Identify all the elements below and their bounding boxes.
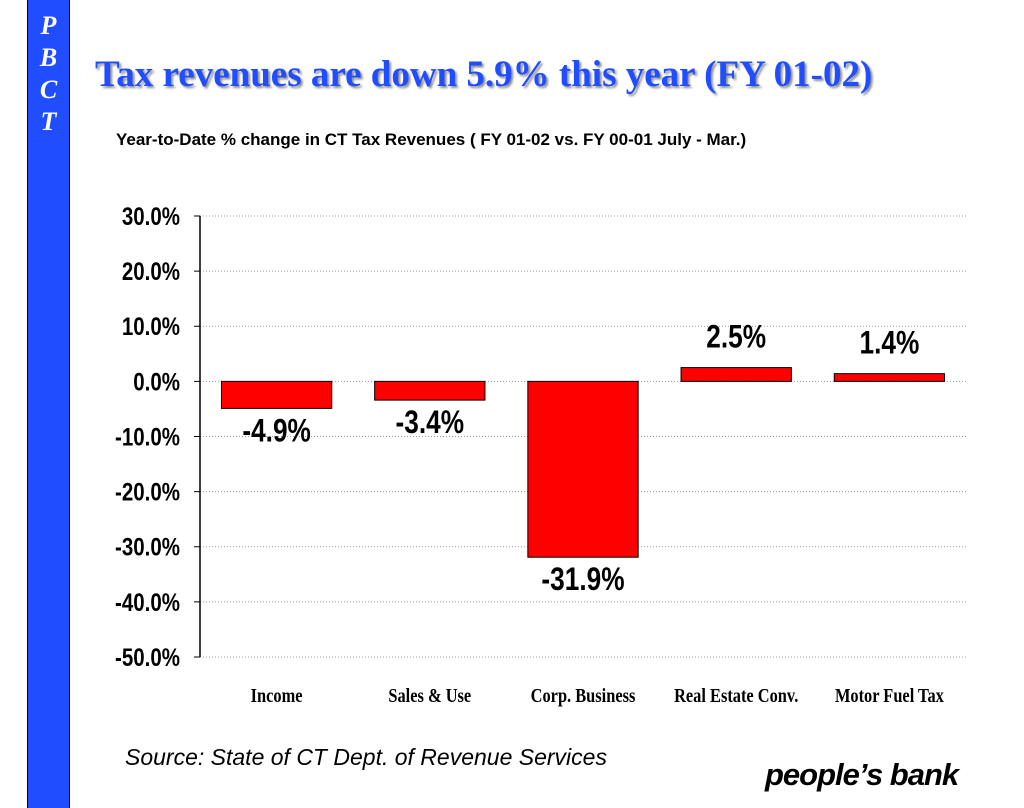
bar [680, 367, 792, 382]
category-label: Sales & Use [388, 685, 471, 707]
category-label: Motor Fuel Tax [835, 685, 945, 707]
data-label: -4.9% [242, 414, 311, 449]
source-note: Source: State of CT Dept. of Revenue Ser… [125, 744, 607, 770]
y-tick-label: -20.0% [115, 478, 180, 506]
y-tick-label: 20.0% [122, 257, 180, 285]
sidebar-letter: P [40, 11, 57, 40]
peoples-bank-logo: people’s bank [765, 757, 959, 792]
sidebar-letter: B [39, 43, 58, 72]
y-tick-label: -50.0% [115, 643, 180, 671]
y-tick-label: -10.0% [115, 423, 180, 451]
y-tick-label: 0.0% [133, 367, 180, 395]
bar [220, 380, 333, 409]
y-tick-label: 30.0% [122, 202, 180, 230]
bar [833, 373, 946, 382]
sidebar: P B C T [27, 0, 70, 808]
data-label: -31.9% [541, 563, 624, 598]
category-label: Corp. Business [531, 685, 636, 707]
bar [527, 380, 639, 558]
category-label: Real Estate Conv. [674, 685, 798, 707]
y-tick-label: -30.0% [115, 533, 180, 561]
page-title: Tax revenues are down 5.9% this year (FY… [95, 54, 873, 95]
data-label: 2.5% [706, 320, 766, 355]
sidebar-letter: C [39, 75, 58, 104]
chart-subtitle: Year-to-Date % change in CT Tax Revenues… [116, 130, 747, 149]
sidebar-letter: T [40, 107, 57, 136]
y-tick-label: 10.0% [122, 312, 180, 340]
sidebar-letters: P B C T [28, 10, 69, 138]
bar [374, 380, 486, 401]
data-label: -3.4% [396, 406, 465, 441]
data-label: 1.4% [860, 326, 920, 361]
y-tick-label: -40.0% [115, 588, 180, 616]
category-label: Income [251, 685, 303, 707]
